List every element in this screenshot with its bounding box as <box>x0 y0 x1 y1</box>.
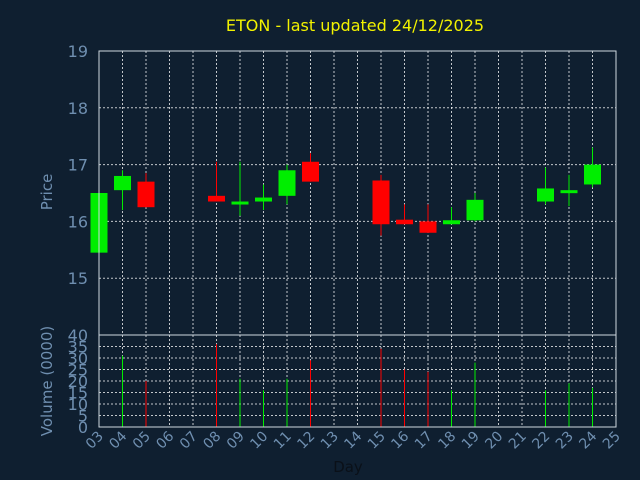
candle-11 <box>278 164 296 205</box>
volume-tick-label: 25 <box>68 361 88 380</box>
candle-17 <box>419 204 437 233</box>
chart-title: ETON - last updated 24/12/2025 <box>226 16 484 35</box>
price-tick-labels: 15 16 17 18 19 <box>68 42 88 288</box>
candle-body <box>560 190 578 194</box>
candle-body <box>255 197 272 202</box>
candle-24 <box>584 147 601 188</box>
candle-body <box>302 161 319 182</box>
candle-04 <box>114 170 131 211</box>
candle-18 <box>443 207 460 225</box>
candle-10 <box>255 184 272 211</box>
candle-08 <box>208 161 225 202</box>
x-tick-labels: 03 04 05 06 07 08 09 10 11 12 13 14 15 16 17 18 19 20 21 22… <box>83 428 624 452</box>
price-tick-label: 17 <box>68 156 88 175</box>
candle-body <box>443 220 460 225</box>
volume-bars <box>122 344 593 427</box>
candle-body <box>466 199 484 221</box>
volume-tick-label: 40 <box>68 326 88 345</box>
volume-tick-label: 0 <box>78 418 88 437</box>
volume-tick-label: 10 <box>68 395 88 414</box>
candle-body <box>231 201 249 205</box>
candle-23 <box>560 174 578 207</box>
candle-12 <box>302 153 319 182</box>
candle-body <box>278 170 296 196</box>
candle-body <box>372 180 390 225</box>
candle-body <box>137 181 155 208</box>
candle-body <box>419 221 437 233</box>
volume-tick-label: 30 <box>68 349 88 368</box>
price-grid <box>99 51 616 335</box>
x-axis-label: Day <box>333 458 363 476</box>
volume-panel-frame <box>98 334 617 428</box>
candles <box>90 147 601 253</box>
volume-tick-label: 20 <box>68 372 88 391</box>
candle-body <box>208 195 225 202</box>
price-tick-label: 15 <box>68 269 88 288</box>
price-tick-label: 18 <box>68 99 88 118</box>
candle-body <box>114 175 131 191</box>
price-tick-label: 19 <box>68 42 88 61</box>
price-tick-label: 16 <box>68 212 88 231</box>
candle-16 <box>396 204 413 225</box>
candle-19 <box>466 193 484 222</box>
candle-22 <box>537 167 554 205</box>
candle-body <box>584 164 601 185</box>
candle-09 <box>231 161 249 216</box>
candle-body <box>396 219 413 225</box>
candle-15 <box>372 174 390 236</box>
candle-body <box>537 188 554 202</box>
volume-tick-label: 5 <box>78 407 88 426</box>
volume-axis-label: Volume (0000) <box>38 326 56 436</box>
price-axis-label: Price <box>38 174 56 211</box>
volume-tick-label: 15 <box>68 384 88 403</box>
candle-05 <box>137 173 155 208</box>
volume-tick-label: 35 <box>68 338 88 357</box>
